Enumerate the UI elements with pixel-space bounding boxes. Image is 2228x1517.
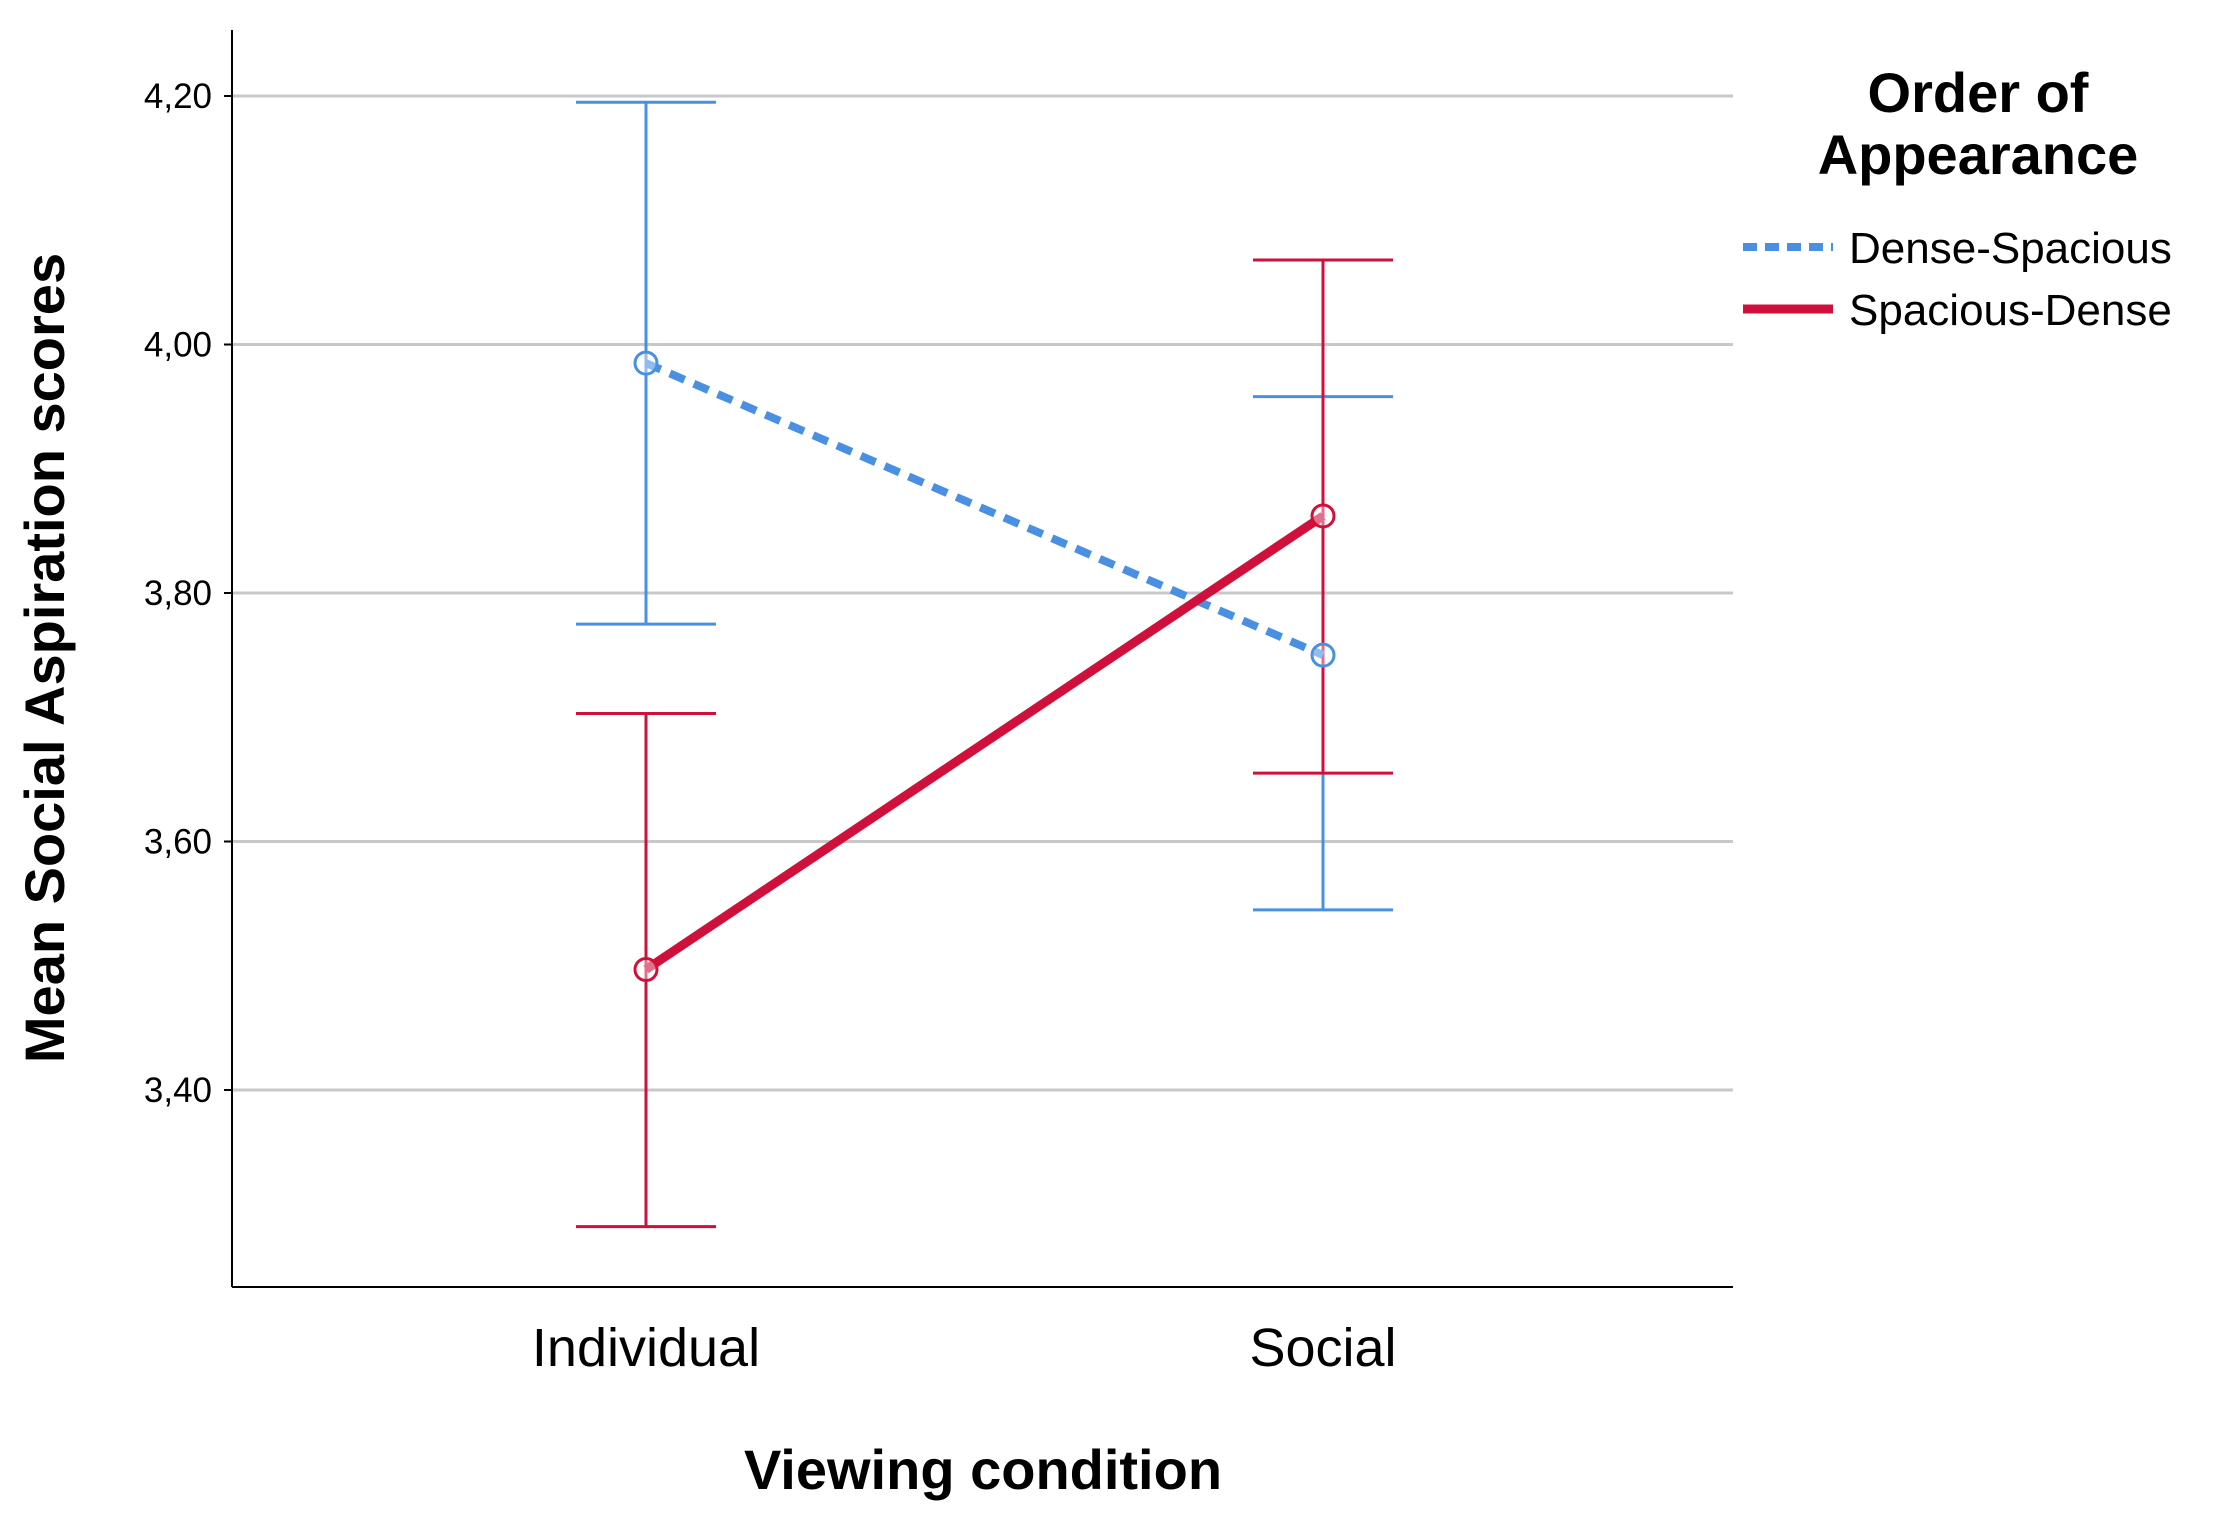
series-line-dense-spacious: [644, 359, 1325, 659]
y-tick-label: 4,20: [144, 77, 212, 116]
data-point: [1310, 503, 1336, 529]
legend-label: Dense-Spacious: [1849, 224, 2172, 273]
legend-label: Spacious-Dense: [1849, 286, 2172, 335]
y-tick-labels: 3,40 3,60 3,80 4,00 4,20: [144, 77, 232, 1110]
series-markers: [633, 350, 1336, 982]
data-point: [633, 956, 659, 982]
error-bars: [576, 100, 1393, 1229]
y-tick-label: 3,40: [144, 1071, 212, 1110]
series-line-spacious-dense: [643, 512, 1326, 974]
data-point: [1310, 642, 1336, 668]
y-tick-label: 3,60: [144, 823, 212, 862]
legend: Order of Appearance Dense-Spacious Spacio…: [1743, 61, 2172, 335]
x-tick-label: Individual: [532, 1318, 760, 1378]
y-axis-title: Mean Social Aspiration scores: [13, 253, 76, 1063]
x-axis-title: Viewing condition: [744, 1438, 1222, 1501]
x-tick-labels: Individual Social: [532, 1318, 1397, 1378]
y-tick-label: 3,80: [144, 574, 212, 613]
data-point: [633, 350, 659, 376]
gridlines: [232, 94, 1733, 1092]
legend-title-line1: Order of: [1868, 61, 2089, 124]
legend-title-line2: Appearance: [1818, 123, 2139, 186]
legend-items: Dense-Spacious Spacious-Dense: [1743, 224, 2172, 335]
y-tick-label: 4,00: [144, 326, 212, 365]
series-lines: [643, 359, 1326, 974]
axes: [231, 30, 1733, 1288]
x-tick-label: Social: [1249, 1318, 1396, 1378]
